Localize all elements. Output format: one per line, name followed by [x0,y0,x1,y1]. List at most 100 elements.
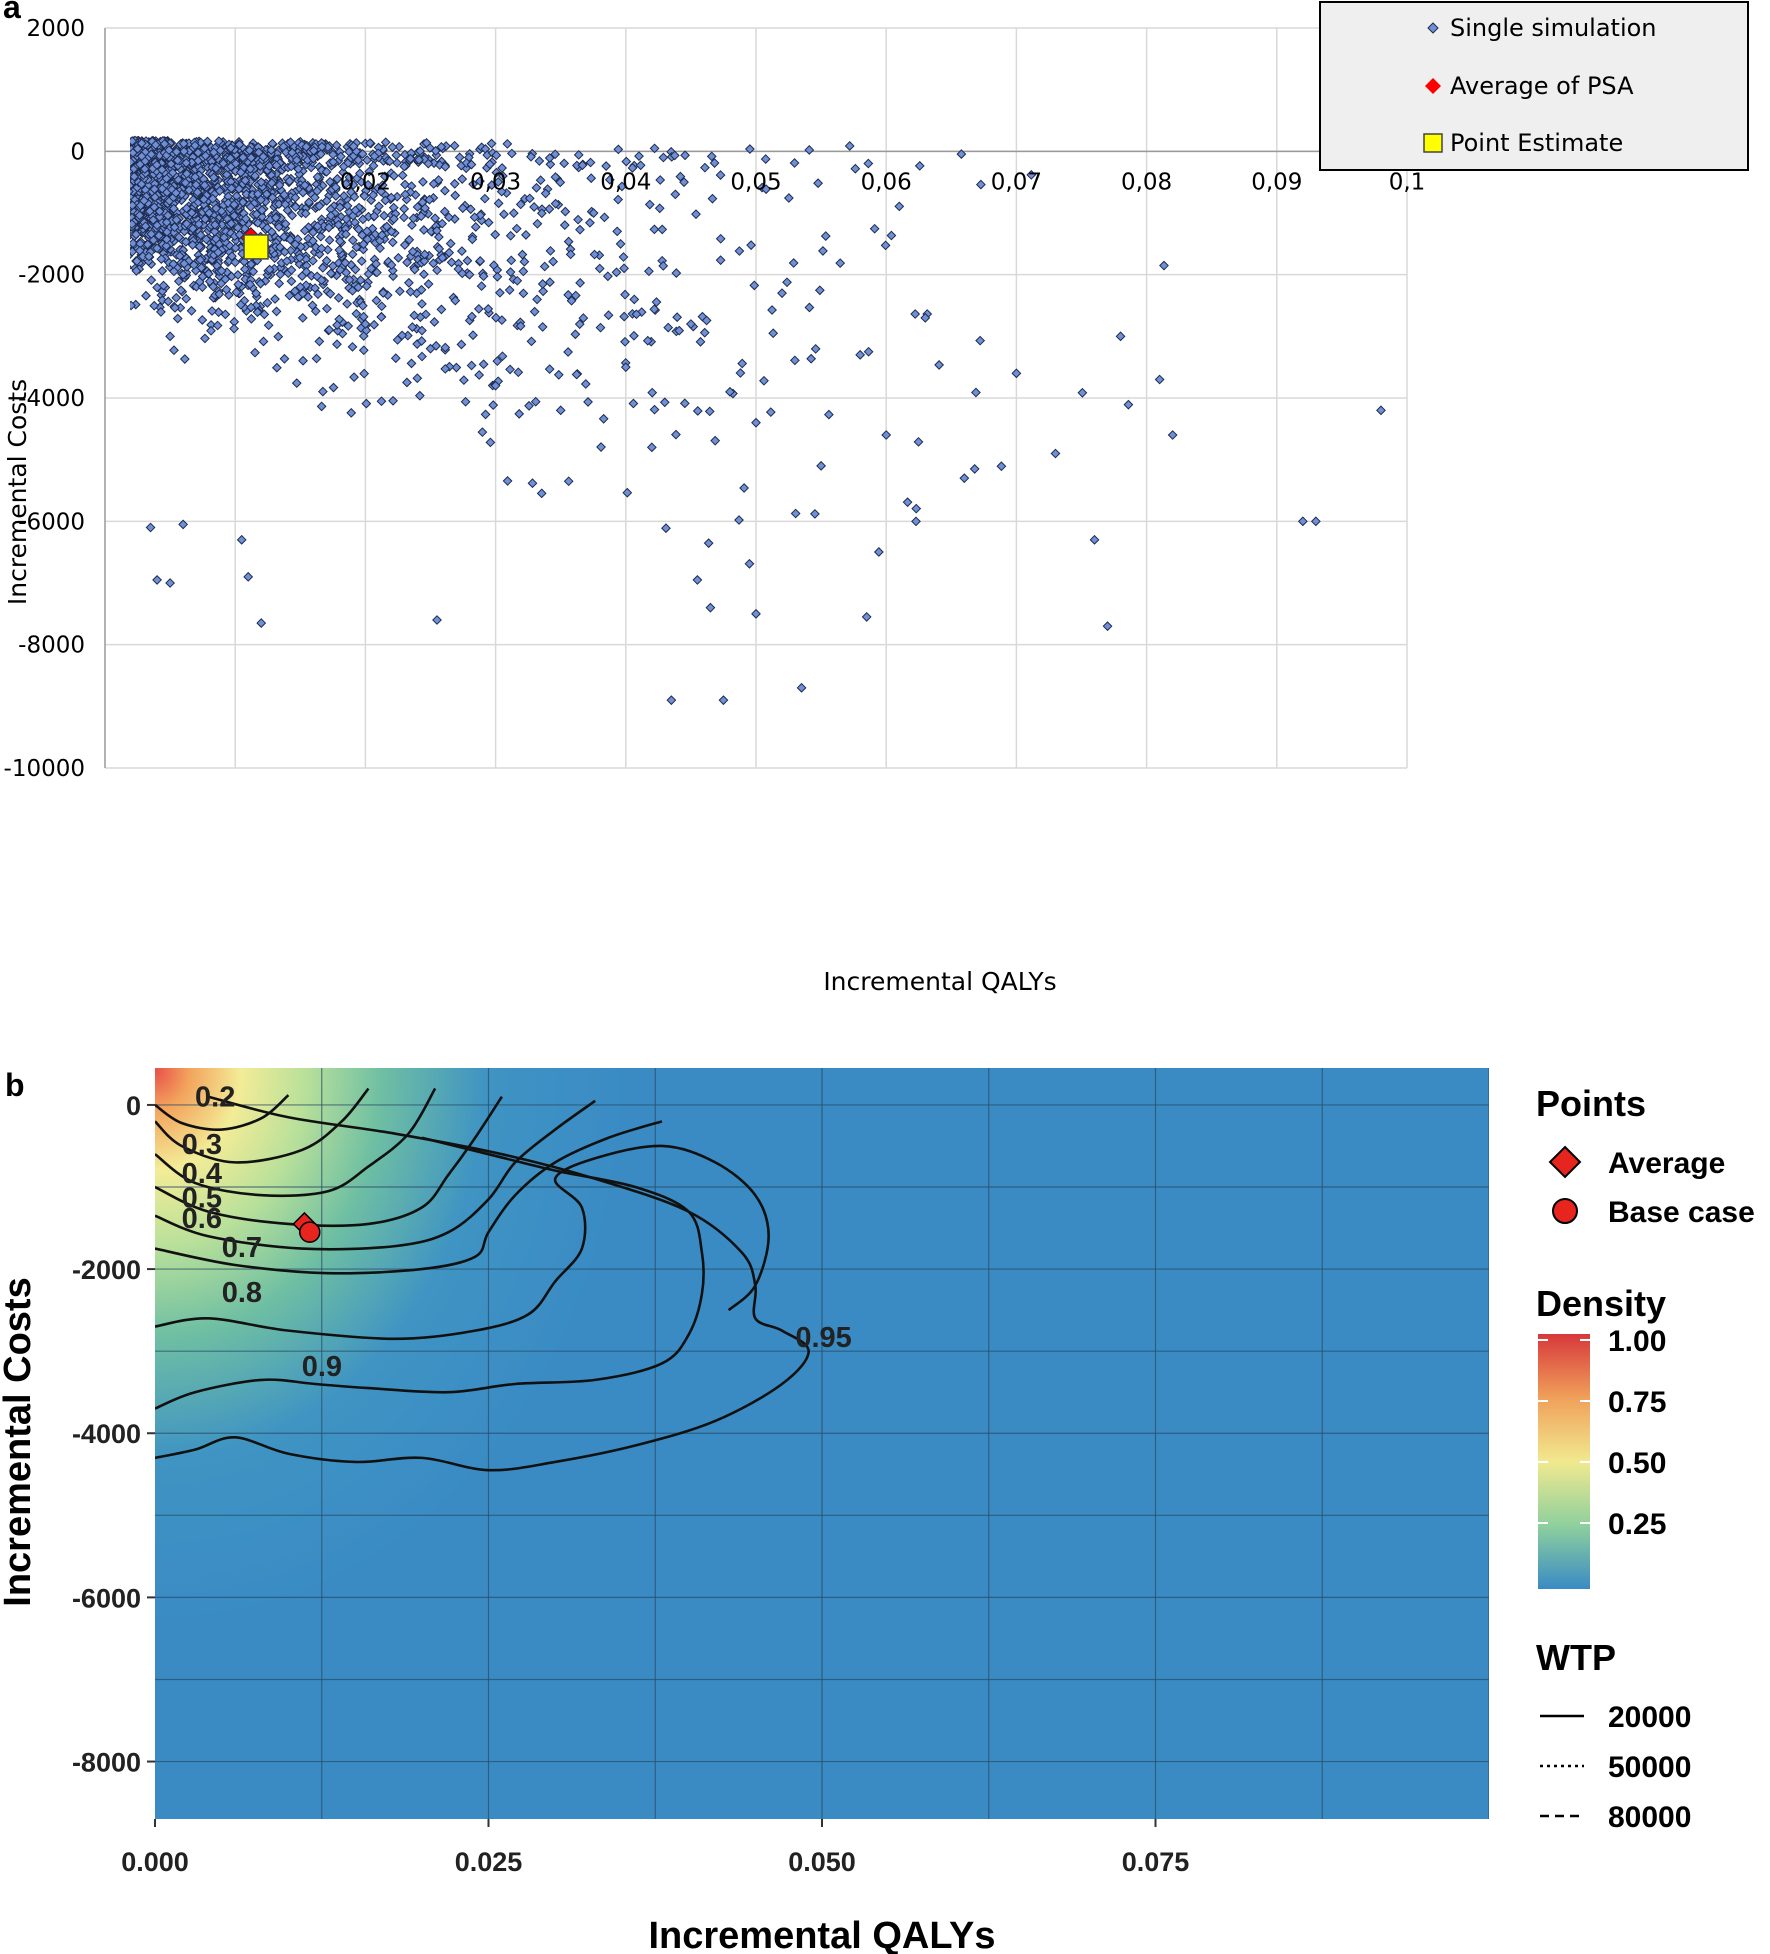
single-simulation-point [271,160,282,171]
single-simulation-point [436,304,447,315]
single-simulation-point [644,199,655,210]
single-simulation-point [429,317,440,327]
single-simulation-point [108,259,116,267]
single-simulation-point [108,143,116,151]
single-simulation-point [111,152,119,160]
single-simulation-point [120,234,128,242]
single-simulation-point [281,256,292,267]
single-simulation-point [230,158,241,169]
single-simulation-point [176,285,186,296]
single-simulation-point [574,319,585,330]
single-simulation-point [430,213,441,224]
single-simulation-point [112,158,120,166]
single-simulation-point [130,229,132,232]
single-simulation-point [969,464,980,474]
x-tick-label: 0,09 [1251,169,1302,195]
single-simulation-point [111,213,119,221]
single-simulation-point [341,214,352,224]
single-simulation-point [604,174,615,185]
single-simulation-point [493,177,504,187]
single-simulation-point [107,154,115,162]
single-simulation-point [110,177,118,185]
single-simulation-point [115,164,123,172]
single-simulation-point [467,234,478,245]
single-simulation-point [105,193,113,201]
single-simulation-point [117,154,125,162]
single-simulation-point [102,282,110,290]
y-tick-label: -4000 [18,386,85,412]
single-simulation-point [165,331,176,342]
single-simulation-point [418,176,428,187]
single-simulation-point [108,168,116,176]
single-simulation-point [168,259,179,269]
single-simulation-point [250,347,260,358]
single-simulation-point [595,322,606,333]
single-simulation-point [394,141,405,152]
single-simulation-point [200,214,211,225]
single-simulation-point [266,178,277,188]
single-simulation-point [431,225,442,236]
single-simulation-point [103,283,111,291]
single-simulation-point [181,203,192,214]
single-simulation-point [105,167,113,175]
single-simulation-point [107,267,115,275]
single-simulation-point [209,226,220,237]
single-simulation-point [873,547,884,557]
single-simulation-point [252,307,263,318]
colorbar-tick-label: 0.75 [1608,1386,1666,1419]
contour-level-label: 0.4 [182,1158,222,1190]
single-simulation-point [550,172,561,182]
single-simulation-point [106,216,114,224]
single-simulation-point [143,251,154,262]
single-simulation-point [233,279,244,290]
single-simulation-point [266,145,277,155]
single-simulation-point [344,274,355,285]
single-simulation-point [103,182,111,190]
contour-level-label: 0.9 [302,1351,342,1383]
single-simulation-point [226,183,237,194]
legend-base-case-circle-icon [1552,1198,1578,1224]
single-simulation-point [524,400,534,411]
single-simulation-point [251,209,262,220]
single-simulation-point [107,177,115,185]
panel-b-x-axis-title: Incremental QALYs [648,1915,995,1954]
single-simulation-point [332,325,343,336]
single-simulation-point [135,159,145,170]
single-simulation-point [286,265,297,275]
single-simulation-point [102,177,110,185]
single-simulation-point [322,303,332,314]
single-simulation-point [348,141,359,152]
single-simulation-point [119,179,127,187]
panel-b-grid [155,1068,1489,1819]
single-simulation-point [333,219,344,230]
single-simulation-point [113,184,121,192]
single-simulation-point [109,340,117,348]
single-simulation-point [111,194,119,202]
single-simulation-point [424,194,435,205]
single-simulation-point [444,247,455,258]
single-simulation-point [105,141,113,149]
single-simulation-point [238,152,248,163]
single-simulation-point [285,137,296,148]
single-simulation-point [881,430,892,440]
single-simulation-point [493,198,504,209]
single-simulation-point [328,261,338,271]
single-simulation-point [809,508,820,519]
single-simulation-point [109,244,117,252]
single-simulation-point [699,327,710,338]
single-simulation-point [317,141,327,152]
single-simulation-point [484,159,495,170]
single-simulation-point [111,186,119,194]
single-simulation-point [449,178,460,189]
single-simulation-point [419,256,430,266]
single-simulation-point [220,309,231,320]
single-simulation-point [130,193,132,197]
single-simulation-point [110,167,118,175]
single-simulation-point [230,257,241,268]
single-simulation-point [102,157,110,165]
single-simulation-point [112,155,120,163]
single-simulation-point [108,175,116,183]
single-simulation-point [114,138,122,146]
single-simulation-point [108,226,116,234]
single-simulation-point [121,168,129,176]
